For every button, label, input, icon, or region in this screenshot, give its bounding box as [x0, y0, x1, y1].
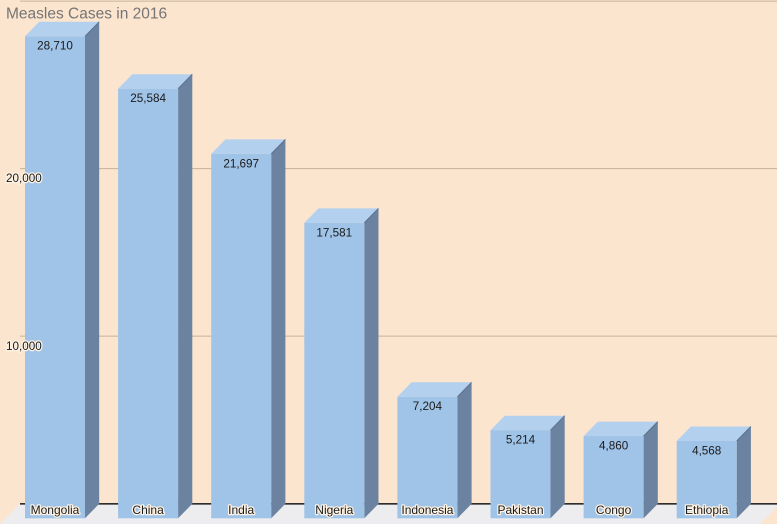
- svg-text:Indonesia: Indonesia: [401, 503, 453, 517]
- svg-text:10,000: 10,000: [6, 340, 42, 353]
- svg-text:Pakistan: Pakistan: [497, 503, 543, 517]
- svg-text:28,710: 28,710: [37, 40, 73, 53]
- svg-text:21,697: 21,697: [223, 157, 259, 170]
- svg-text:5,214: 5,214: [506, 434, 536, 447]
- svg-text:Nigeria: Nigeria: [315, 503, 353, 517]
- svg-text:7,204: 7,204: [413, 400, 443, 413]
- svg-text:Ethiopia: Ethiopia: [685, 503, 729, 517]
- svg-text:India: India: [228, 503, 254, 517]
- svg-text:Congo: Congo: [596, 503, 632, 517]
- svg-text:4,568: 4,568: [692, 444, 721, 457]
- svg-text:Mongolia: Mongolia: [31, 503, 80, 517]
- svg-text:Measles Cases in 2016: Measles Cases in 2016: [6, 6, 167, 23]
- svg-text:17,581: 17,581: [316, 226, 352, 239]
- svg-text:20,000: 20,000: [6, 172, 42, 185]
- svg-text:25,584: 25,584: [130, 92, 166, 105]
- svg-text:4,860: 4,860: [599, 440, 629, 453]
- svg-text:China: China: [132, 503, 164, 517]
